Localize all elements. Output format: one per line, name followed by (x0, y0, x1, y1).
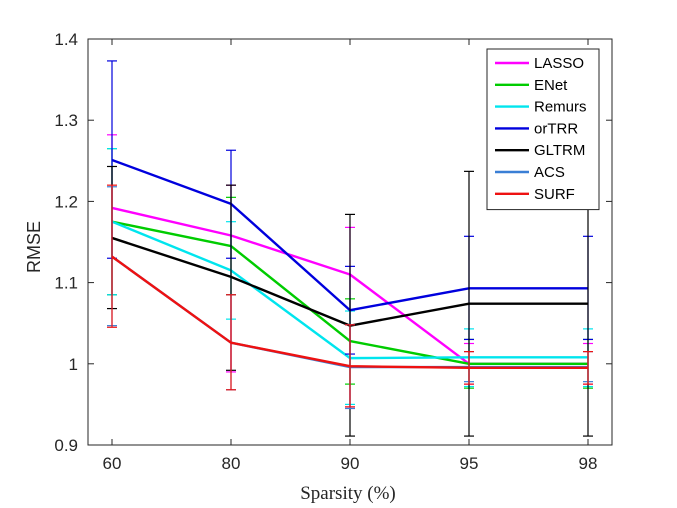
legend-label: orTRR (534, 120, 578, 137)
legend-item: ENet (495, 77, 568, 94)
series-line (111, 255, 588, 370)
x-tick-label: 80 (222, 454, 241, 473)
legend-item: ACS (495, 164, 565, 181)
x-tick-label: 95 (460, 454, 479, 473)
legend-label: GLTRM (534, 142, 585, 159)
legend-label: Remurs (534, 99, 587, 116)
y-tick-label: 1.2 (54, 192, 78, 211)
x-tick-label: 60 (103, 454, 122, 473)
legend-item: orTRR (495, 120, 578, 137)
y-tick-label: 1 (69, 355, 78, 374)
y-axis-title: RMSE (24, 221, 44, 273)
x-tick-label: 98 (579, 454, 598, 473)
y-tick-label: 1.4 (54, 30, 78, 49)
legend-item: Remurs (495, 99, 587, 116)
legend-label: ENet (534, 77, 568, 94)
legend-item: LASSO (495, 55, 584, 72)
legend-label: ACS (534, 164, 565, 181)
y-tick-label: 0.9 (54, 436, 78, 455)
legend-label: SURF (534, 186, 575, 203)
series-surf (107, 184, 593, 408)
legend-item: GLTRM (495, 142, 585, 159)
legend: LASSO ENet Remurs orTRR GLTRM ACS SURF (486, 48, 600, 211)
axes-layer: 60 80 90 95 98 0.9 1 1.1 1.2 1.3 1.4 (54, 30, 613, 473)
x-tick-label: 90 (341, 454, 360, 473)
legend-label: LASSO (534, 55, 584, 72)
series-layer (107, 60, 593, 437)
error-bar (107, 184, 117, 328)
x-axis-title: Sparsity (%) (300, 483, 396, 504)
y-tick-label: 1.1 (54, 274, 78, 293)
y-tick-label: 1.3 (54, 111, 78, 130)
legend-item: SURF (495, 186, 575, 203)
